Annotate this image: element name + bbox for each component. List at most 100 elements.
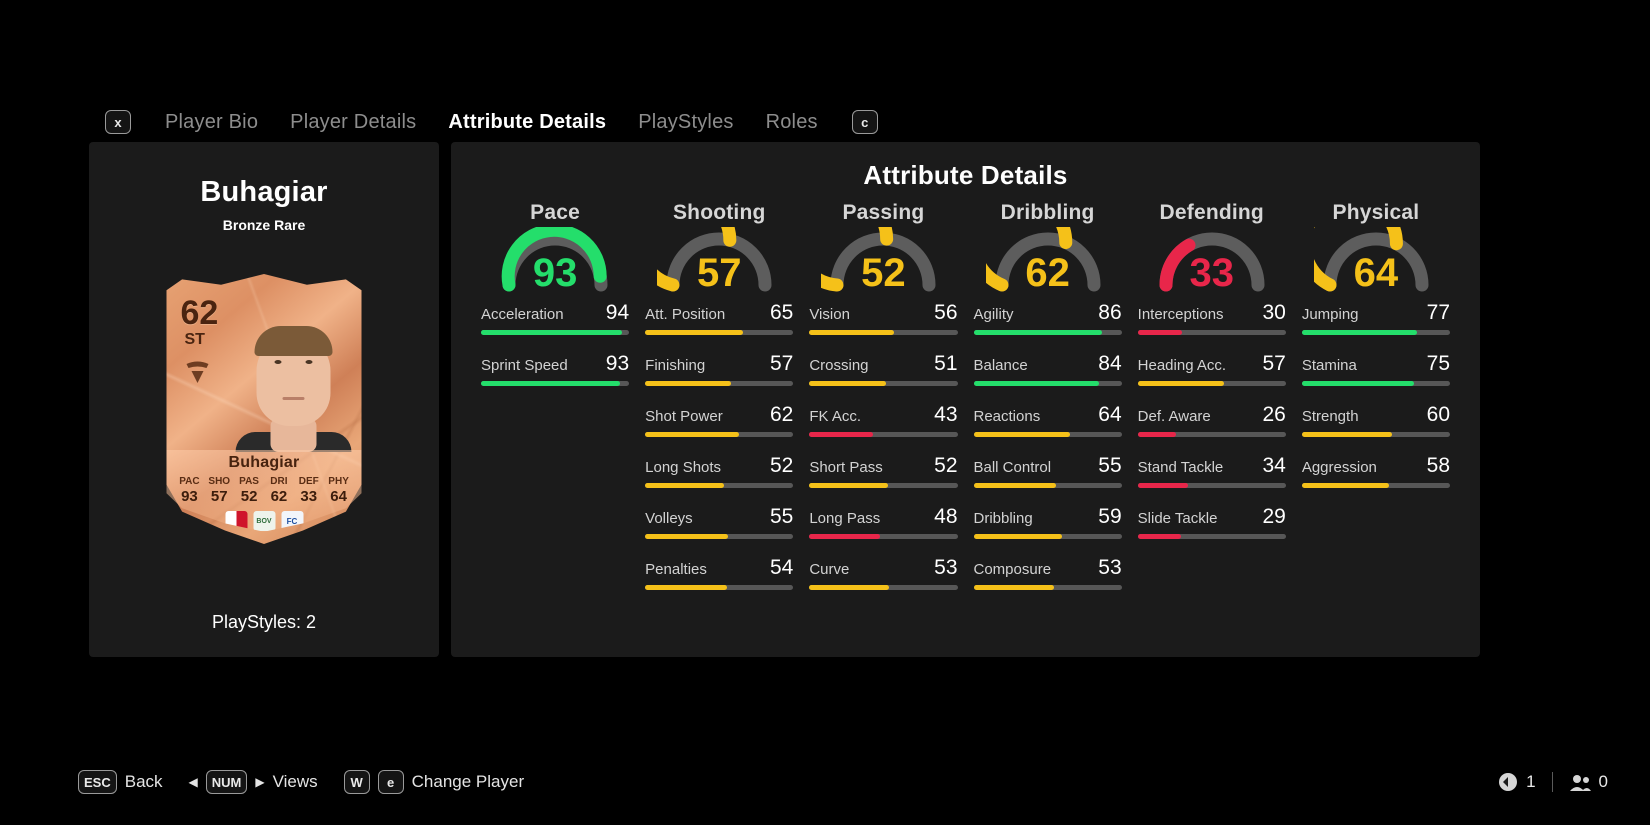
attribute-row: Acceleration 94 — [481, 301, 630, 335]
attribute-bar-fill — [1137, 534, 1181, 539]
player-name: Buhagiar — [200, 176, 328, 208]
change-player-label: Change Player — [411, 772, 525, 791]
attribute-value: 52 — [769, 454, 794, 477]
attribute-bar — [645, 483, 794, 488]
attribute-name: Balance — [973, 357, 1028, 374]
views-action[interactable]: ◀ NUM ▶ Views — [189, 770, 318, 794]
attribute-row: Ball Control 55 — [973, 454, 1122, 488]
attribute-bar-fill — [645, 432, 739, 437]
attribute-bar — [645, 330, 794, 335]
divider — [1551, 772, 1553, 792]
column-title: Pace — [530, 201, 580, 224]
attribute-value: 65 — [769, 301, 794, 324]
chevron-left-icon[interactable]: ◀ — [188, 775, 198, 789]
gauge-value: 93 — [532, 251, 578, 295]
attribute-bar — [809, 432, 958, 437]
back-action[interactable]: ESC Back — [78, 770, 163, 794]
attribute-value: 62 — [769, 403, 794, 426]
playstyles-count: PlayStyles: 2 — [211, 612, 317, 632]
friends-count: 0 — [1598, 772, 1608, 791]
attribute-name: Volleys — [645, 510, 693, 527]
attribute-value: 94 — [605, 301, 630, 324]
attribute-name: Aggression — [1301, 459, 1377, 476]
attribute-bar-fill — [1137, 483, 1189, 488]
attribute-list: Interceptions 30 Heading Acc. 57 Def. Aware 2… — [1130, 301, 1294, 556]
chevron-right-icon[interactable]: ▶ — [255, 775, 265, 789]
e-key[interactable]: e — [377, 770, 404, 794]
online-count: 1 — [1526, 772, 1536, 791]
player-portrait — [234, 302, 354, 452]
malta-flag-icon — [225, 511, 247, 531]
attribute-columns: Pace 93 Acceleration 94 Sprint Speed 93 Shooti… — [451, 191, 1480, 607]
attribute-name: Long Shots — [645, 459, 722, 476]
views-label: Views — [272, 772, 318, 791]
attribute-row: Agility 86 — [973, 301, 1122, 335]
gauge-dribbling: 62 — [985, 227, 1110, 295]
attribute-bar-fill — [481, 381, 621, 386]
tab-roles[interactable]: Roles — [765, 110, 818, 133]
attribute-column-defending: Defending 33 Interceptions 30 Heading Acc. 57… — [1130, 201, 1294, 607]
gauge-value: 62 — [1025, 251, 1070, 295]
attribute-row: Heading Acc. 57 — [1137, 352, 1286, 386]
tab-playstyles[interactable]: PlayStyles — [638, 110, 734, 133]
attribute-value: 54 — [769, 556, 794, 579]
attribute-name: Sprint Speed — [481, 357, 568, 374]
tab-bar: x Player Bio Player Details Attribute De… — [105, 106, 878, 138]
player-item-card[interactable]: 62 ST Buhagiar — [166, 274, 362, 544]
people-icon — [1569, 772, 1591, 792]
attribute-list: Acceleration 94 Sprint Speed 93 — [473, 301, 637, 403]
attribute-name: Interceptions — [1137, 306, 1224, 323]
attribute-bar-fill — [645, 585, 727, 590]
attribute-bar — [645, 381, 794, 386]
next-tab-key[interactable]: c — [851, 110, 878, 134]
tab-player-bio[interactable]: Player Bio — [165, 110, 259, 133]
num-key[interactable]: NUM — [205, 770, 248, 794]
attribute-row: Interceptions 30 — [1137, 301, 1286, 335]
tab-attribute-details[interactable]: Attribute Details — [448, 110, 607, 133]
attribute-bar-fill — [1137, 330, 1183, 335]
gauge-passing: 52 — [821, 227, 945, 293]
attribute-bar-fill — [1301, 330, 1418, 335]
attribute-bar-fill — [1137, 432, 1177, 437]
attribute-bar-fill — [1137, 381, 1224, 386]
attribute-list: Att. Position 65 Finishing 57 Shot Power 62 Lo… — [637, 301, 801, 607]
attribute-bar-fill — [973, 483, 1057, 488]
prev-tab-key[interactable]: x — [105, 110, 131, 134]
esc-key[interactable]: ESC — [78, 770, 117, 794]
card-club-crest-icon — [183, 356, 213, 388]
bottom-action-bar: ESC Back ◀ NUM ▶ Views W e Change Player — [0, 765, 1650, 799]
gauge-value: 64 — [1353, 251, 1399, 295]
attribute-bar-fill — [809, 534, 881, 539]
attribute-value: 57 — [1262, 352, 1286, 375]
attribute-row: Stamina 75 — [1301, 352, 1450, 386]
card-stat-value: 62 — [270, 488, 288, 505]
attribute-bar-fill — [1301, 432, 1393, 437]
card-stat-key: PHY — [328, 476, 349, 487]
tab-player-details[interactable]: Player Details — [290, 110, 417, 133]
attribute-details-panel: Attribute Details Pace 93 Acceleration 94 Sp… — [451, 142, 1480, 657]
attribute-value: 60 — [1426, 403, 1450, 426]
attribute-name: Shot Power — [645, 408, 723, 425]
attribute-row: Shot Power 62 — [645, 403, 794, 437]
player-card-panel: Buhagiar Bronze Rare 62 ST — [89, 142, 439, 657]
card-stat-value: 64 — [330, 488, 347, 505]
gauge-pace: 93 — [493, 227, 617, 293]
attribute-bar — [1301, 483, 1450, 488]
attribute-bar-fill — [481, 330, 622, 335]
attribute-bar-fill — [809, 432, 874, 437]
attribute-bar — [645, 585, 794, 590]
attribute-list: Vision 56 Crossing 51 FK Acc. 43 Short Pass 52 L… — [801, 301, 965, 607]
attribute-value: 26 — [1262, 403, 1286, 426]
change-player-action[interactable]: W e Change Player — [343, 770, 525, 794]
attribute-bar-fill — [645, 534, 729, 539]
attribute-row: Strength 60 — [1301, 403, 1450, 437]
league-badge-icon: BOV — [253, 511, 275, 531]
attribute-row: Long Pass 48 — [809, 505, 958, 539]
page-title: Attribute Details — [863, 160, 1068, 190]
gauge-defending: 33 — [1150, 227, 1274, 293]
attribute-bar — [809, 381, 958, 386]
attribute-value: 55 — [769, 505, 794, 528]
attribute-bar — [973, 534, 1122, 539]
card-stat-key: PAC — [179, 476, 200, 487]
w-key[interactable]: W — [343, 770, 370, 794]
